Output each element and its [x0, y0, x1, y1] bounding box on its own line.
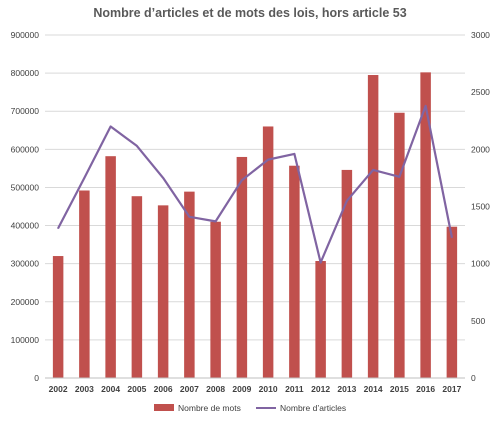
point-2005	[136, 145, 138, 147]
x-tick-label: 2007	[180, 384, 199, 394]
y-left-tick-label: 200000	[11, 297, 40, 307]
point-2011	[293, 153, 296, 155]
y-right-tick-label: 0	[471, 373, 476, 383]
line-series	[57, 104, 453, 264]
x-tick-label: 2005	[127, 384, 146, 394]
bar-2003	[79, 190, 90, 378]
y-right-tick-label: 2500	[471, 87, 490, 97]
x-tick-label: 2008	[206, 384, 225, 394]
point-2010	[267, 158, 269, 161]
bar-series	[52, 72, 458, 379]
point-2006	[162, 177, 164, 179]
bar-2007	[184, 191, 195, 378]
bar-2002	[52, 256, 64, 378]
axes: 0 100000 200000 300000 400000 500000 600000 700…	[11, 30, 491, 394]
point-2017	[451, 236, 453, 239]
legend-swatch-mots	[154, 404, 174, 411]
legend: Nombre de mots Nombre d’articles	[154, 403, 346, 413]
bar-2013	[341, 169, 353, 378]
y-right-tick-label: 1500	[471, 202, 490, 212]
y-left-tick-label: 700000	[11, 106, 40, 116]
bar-2006	[157, 205, 169, 378]
point-2003	[83, 177, 86, 179]
x-tick-label: 2012	[311, 384, 330, 394]
point-2007	[188, 215, 191, 218]
y-left-tick-label: 300000	[11, 259, 40, 269]
x-tick-label: 2017	[442, 384, 461, 394]
point-2012	[319, 261, 322, 264]
bar-2017	[446, 226, 458, 378]
y-right-tick-label: 500	[471, 316, 485, 326]
legend-label-mots: Nombre de mots	[178, 403, 241, 413]
point-2008	[214, 220, 217, 223]
x-tick-label: 2013	[337, 384, 356, 394]
y-left-tick-label: 900000	[11, 30, 40, 40]
point-2009	[241, 179, 243, 182]
x-tick-label: 2009	[232, 384, 251, 394]
x-tick-label: 2011	[285, 384, 304, 394]
y-left-tick-label: 600000	[11, 144, 40, 154]
chart-title: Nombre d’articles et de mots des lois, h…	[93, 6, 406, 20]
point-2014	[372, 169, 374, 171]
bar-2005	[131, 196, 143, 378]
x-tick-label: 2002	[49, 384, 68, 394]
x-tick-label: 2010	[259, 384, 278, 394]
bar-2011	[289, 165, 300, 378]
y-left-tick-label: 800000	[11, 68, 40, 78]
y-left-tick-label: 400000	[11, 221, 40, 231]
point-2015	[398, 175, 401, 178]
point-2016	[424, 105, 427, 107]
bar-2016	[420, 72, 431, 379]
bar-2004	[105, 156, 116, 378]
bar-2008	[210, 221, 221, 378]
x-tick-label: 2016	[416, 384, 435, 394]
point-2013	[346, 199, 348, 202]
bar-2009	[236, 156, 248, 378]
x-tick-label: 2006	[154, 384, 173, 394]
x-tick-label: 2015	[390, 384, 409, 394]
point-2002	[57, 227, 59, 230]
y-right-tick-label: 1000	[471, 259, 490, 269]
legend-label-articles: Nombre d’articles	[280, 403, 346, 413]
y-left-tick-label: 100000	[11, 335, 40, 345]
bar-2012	[315, 260, 326, 378]
bar-2015	[394, 112, 405, 378]
x-tick-label: 2003	[75, 384, 94, 394]
bar-2010	[262, 126, 274, 378]
x-tick-label: 2014	[364, 384, 383, 394]
line-articles	[57, 104, 453, 264]
y-right-tick-label: 3000	[471, 30, 490, 40]
y-left-tick-label: 500000	[11, 182, 40, 192]
y-left-tick-label: 0	[34, 373, 39, 383]
y-right-tick-label: 2000	[471, 144, 490, 154]
x-tick-label: 2004	[101, 384, 120, 394]
point-2004	[109, 125, 112, 128]
bar-2014	[367, 75, 379, 379]
